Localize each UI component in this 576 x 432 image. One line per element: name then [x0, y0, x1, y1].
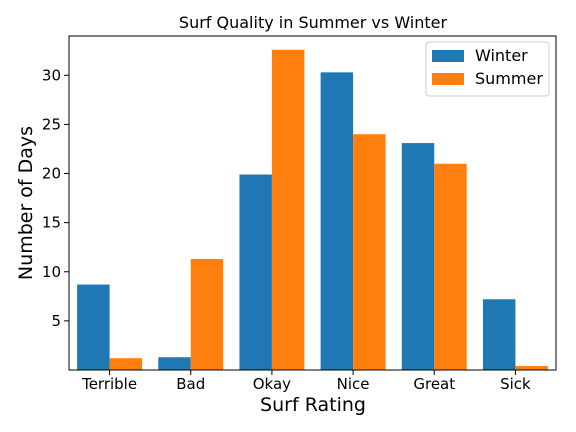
y-tick-label: 20 — [42, 165, 61, 183]
y-tick-label: 5 — [51, 312, 61, 330]
legend-label-summer: Summer — [475, 69, 543, 88]
legend-swatch-summer — [432, 73, 464, 85]
y-tick-label: 25 — [42, 115, 61, 133]
x-tick-label: Great — [413, 375, 455, 393]
y-tick-label: 15 — [42, 214, 61, 232]
bar-winter-nice — [320, 72, 354, 371]
y-tick-label: 30 — [42, 66, 61, 84]
plot-frame — [68, 35, 557, 371]
bar-winter-sick — [482, 299, 516, 370]
bar-winter-terrible — [77, 284, 110, 370]
x-tick-label: Sick — [500, 375, 531, 393]
bar-summer-terrible — [109, 358, 143, 370]
x-tick-label: Nice — [337, 375, 370, 393]
legend-swatch-winter — [432, 50, 464, 62]
x-tick-label: Okay — [253, 375, 291, 393]
x-axis-label: Surf Rating — [260, 394, 366, 416]
bar-summer-okay — [271, 49, 305, 371]
x-tick-label: Bad — [176, 375, 205, 393]
bar-summer-nice — [353, 134, 386, 370]
bar-summer-great — [434, 163, 467, 370]
bar-winter-bad — [158, 357, 191, 370]
bar-winter-great — [401, 143, 435, 370]
x-axis-ticks: Terrible Bad Okay Nice Great Sick — [81, 370, 531, 393]
legend-label-winter: Winter — [475, 46, 528, 65]
y-axis-label: Number of Days — [15, 126, 37, 280]
y-axis-ticks: 5 10 15 20 25 30 — [42, 66, 69, 330]
bar-summer-bad — [190, 258, 224, 370]
bar-summer-sick — [515, 366, 548, 370]
bar-winter-okay — [239, 174, 272, 370]
x-tick-label: Terrible — [81, 375, 137, 393]
chart-title: Surf Quality in Summer vs Winter — [179, 13, 448, 32]
legend: Winter Summer — [425, 41, 550, 97]
y-tick-label: 10 — [42, 263, 61, 281]
bars-group — [77, 49, 548, 371]
